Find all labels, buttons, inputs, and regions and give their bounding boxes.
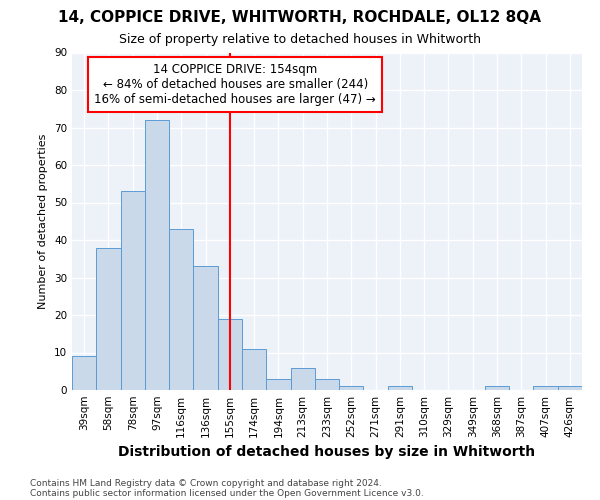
Bar (193, 266, 218, 390)
Text: 14 COPPICE DRIVE: 154sqm
← 84% of detached houses are smaller (244)
16% of semi-: 14 COPPICE DRIVE: 154sqm ← 84% of detach… (94, 62, 376, 106)
Bar (145, 120, 169, 390)
Bar (388, 386, 412, 390)
Text: Contains HM Land Registry data © Crown copyright and database right 2024.: Contains HM Land Registry data © Crown c… (30, 478, 382, 488)
Text: Contains public sector information licensed under the Open Government Licence v3: Contains public sector information licen… (30, 488, 424, 498)
Bar (242, 349, 266, 390)
Bar (96, 248, 121, 390)
Bar (169, 229, 193, 390)
Bar (558, 386, 582, 390)
Text: 14, COPPICE DRIVE, WHITWORTH, ROCHDALE, OL12 8QA: 14, COPPICE DRIVE, WHITWORTH, ROCHDALE, … (59, 10, 542, 25)
Bar (266, 379, 290, 390)
Bar (533, 386, 558, 390)
Bar (121, 191, 145, 390)
Bar (72, 356, 96, 390)
X-axis label: Distribution of detached houses by size in Whitworth: Distribution of detached houses by size … (118, 446, 536, 460)
Y-axis label: Number of detached properties: Number of detached properties (38, 134, 49, 309)
Bar (290, 368, 315, 390)
Bar (218, 319, 242, 390)
Bar (315, 379, 339, 390)
Bar (339, 386, 364, 390)
Text: Size of property relative to detached houses in Whitworth: Size of property relative to detached ho… (119, 32, 481, 46)
Bar (485, 386, 509, 390)
